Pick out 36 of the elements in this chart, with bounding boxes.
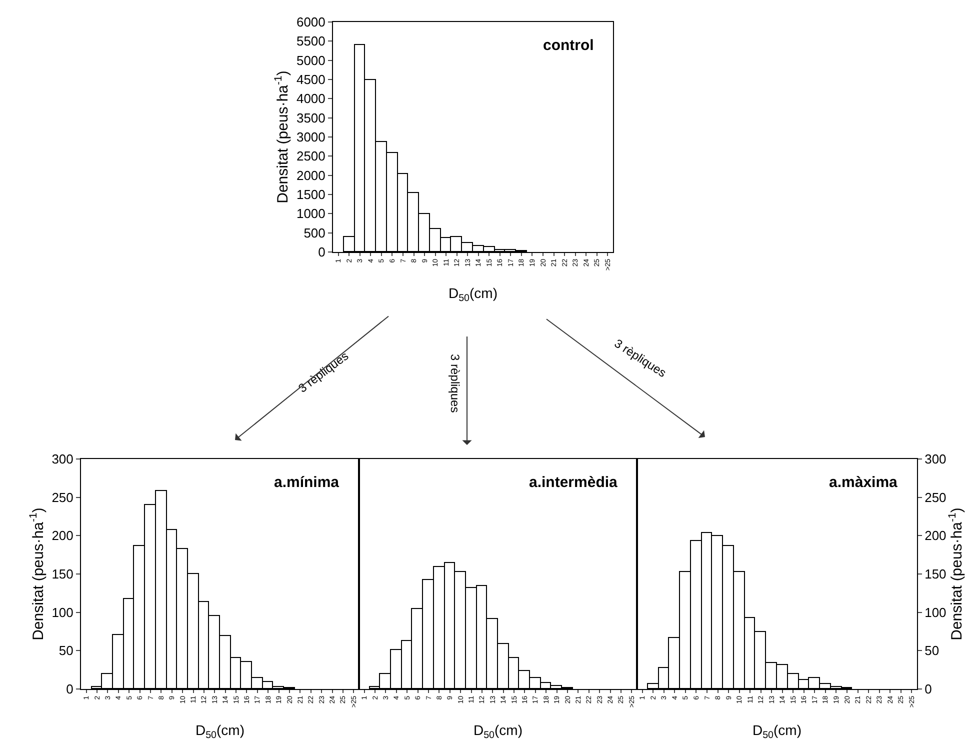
- y2-tick-label: 100: [924, 604, 946, 620]
- y-tick-label: 1000: [296, 206, 326, 222]
- y-tick-label: 5500: [296, 34, 326, 49]
- y-tick-label: 3500: [296, 110, 326, 126]
- y-tick-label: 4000: [296, 91, 326, 106]
- y-tick-label: 300: [52, 452, 74, 467]
- text: control: [543, 37, 594, 54]
- y2-tick-label: 200: [924, 528, 946, 544]
- y-tick-label: 6000: [296, 14, 326, 30]
- y2-tick-label: 300: [924, 452, 946, 467]
- x-axis-title: D$_{50}$(cm): [448, 284, 498, 304]
- text: a.màxima: [829, 474, 898, 491]
- y2-tick-label: 50: [924, 643, 940, 658]
- y-tick-label: 1500: [296, 187, 326, 202]
- y2-tick-label: 150: [924, 566, 946, 582]
- text: a.intermèdia: [529, 474, 618, 491]
- text: a.mínima: [274, 474, 340, 491]
- y-tick-label: 200: [52, 528, 74, 544]
- y-tick-label: 100: [52, 604, 74, 620]
- y-tick-label: 0: [66, 682, 74, 697]
- y2-tick-label: 0: [924, 682, 932, 697]
- y-tick-label: 250: [52, 490, 74, 505]
- y-tick-label: 3000: [296, 130, 326, 145]
- y-tick-label: 0: [318, 244, 326, 260]
- y-tick-label: 50: [58, 643, 74, 658]
- x-axis-title: D$_{50}$(cm): [752, 722, 802, 741]
- y-tick-label: 500: [304, 225, 326, 240]
- y-tick-label: 2000: [296, 168, 326, 183]
- x-axis-title: D$_{50}$(cm): [473, 722, 523, 741]
- x-axis-title: D$_{50}$(cm): [195, 722, 245, 741]
- y2-tick-label: 250: [924, 490, 946, 505]
- y-tick-label: 2500: [296, 148, 326, 164]
- y-tick-label: 5000: [296, 52, 326, 68]
- y-tick-label: 4500: [296, 72, 326, 88]
- text: 3 rèpliques: [448, 354, 462, 413]
- y-tick-label: 150: [52, 566, 74, 582]
